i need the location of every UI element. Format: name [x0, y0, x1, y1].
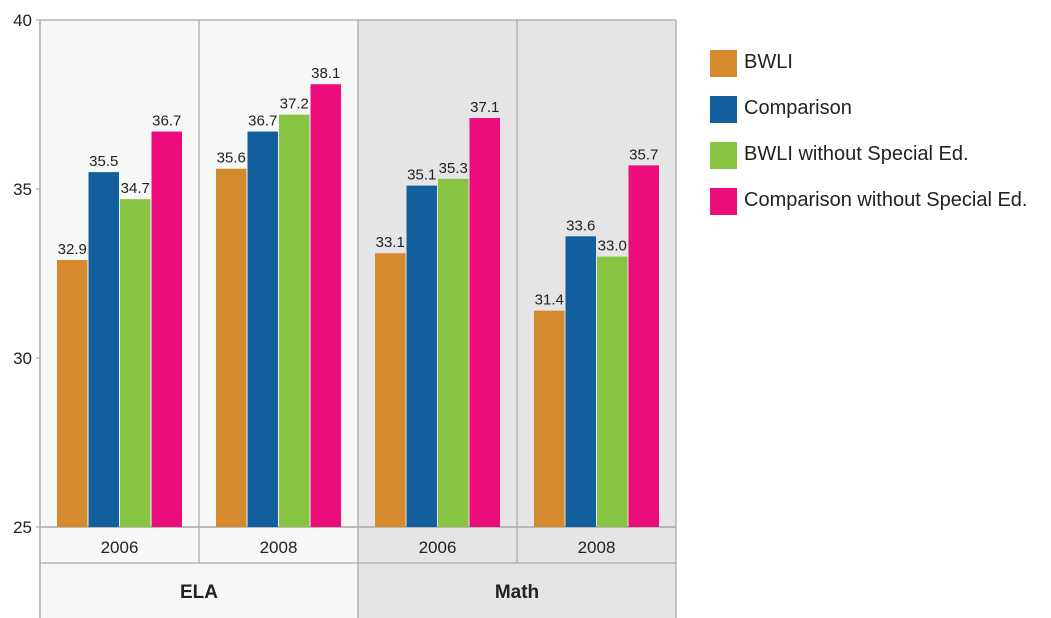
bar: [534, 310, 565, 527]
bar-value-label: 37.2: [280, 96, 309, 113]
bar: [120, 199, 151, 527]
bar: [375, 253, 406, 527]
bar: [628, 165, 659, 527]
legend-label-bwli-no-sped: BWLI without Special Ed.: [744, 143, 969, 165]
bar-value-label: 32.9: [58, 241, 87, 258]
legend-swatch-comparison-no-sped: [710, 188, 737, 215]
bar-value-label: 33.6: [566, 217, 595, 234]
legend-swatch-bwli: [710, 50, 737, 77]
y-axis-ticks: 25 30 35 40: [13, 11, 40, 537]
bar: [406, 185, 437, 527]
bar: [565, 236, 596, 527]
value-labels: 32.935.534.736.735.636.737.238.133.135.1…: [58, 65, 659, 308]
bar: [279, 114, 310, 527]
legend-swatch-bwli-no-sped: [710, 142, 737, 169]
bar-value-label: 35.1: [407, 167, 436, 184]
bar: [310, 84, 341, 527]
y-tick-label: 35: [13, 180, 32, 199]
bar: [469, 118, 500, 528]
x-tick-label: 2008: [260, 538, 298, 557]
bar: [597, 256, 628, 527]
bar-value-label: 37.1: [470, 99, 499, 116]
bar: [216, 168, 247, 527]
y-tick-label: 40: [13, 11, 32, 30]
bar: [438, 178, 469, 528]
x-tick-label: 2006: [101, 538, 139, 557]
group-label: Math: [495, 582, 539, 603]
bar-value-label: 35.5: [89, 153, 118, 170]
bar-value-label: 35.7: [629, 146, 658, 163]
bar: [88, 172, 119, 527]
bar-value-label: 31.4: [535, 292, 564, 309]
legend-label-comparison-no-sped: Comparison without Special Ed.: [744, 189, 1028, 211]
bar-value-label: 35.3: [439, 160, 468, 177]
legend-label-comparison: Comparison: [744, 97, 852, 119]
bar-value-label: 33.0: [598, 238, 627, 255]
x-tick-label: 2008: [578, 538, 616, 557]
bar-value-label: 36.7: [248, 113, 277, 130]
bar: [151, 131, 182, 528]
bar: [57, 259, 88, 527]
bar-value-label: 36.7: [152, 113, 181, 130]
legend-label-bwli: BWLI: [744, 51, 793, 73]
bar-value-label: 33.1: [376, 234, 405, 251]
y-tick-label: 30: [13, 349, 32, 368]
bars: [57, 84, 659, 528]
x-axis-labels: 2006 2008 2006 2008 ELA Math: [101, 538, 616, 603]
bar-value-label: 35.6: [217, 150, 246, 167]
legend-swatch-comparison: [710, 96, 737, 123]
y-tick-label: 25: [13, 518, 32, 537]
bar: [247, 131, 278, 528]
bar-value-label: 34.7: [121, 180, 150, 197]
bar-value-label: 38.1: [311, 65, 340, 82]
group-label: ELA: [180, 582, 218, 603]
x-tick-label: 2006: [419, 538, 457, 557]
